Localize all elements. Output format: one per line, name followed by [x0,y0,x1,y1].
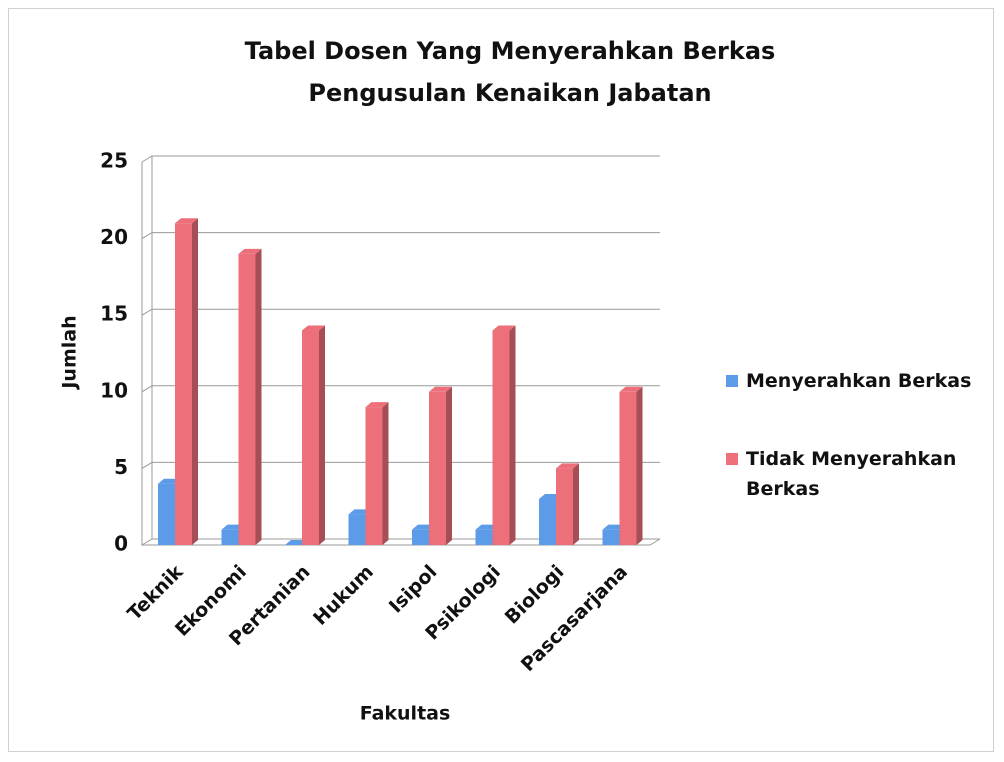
legend-swatch [726,453,738,465]
bar-front [539,499,556,545]
grid-line [141,155,660,163]
bar-top [238,248,262,254]
bar-side [192,218,198,545]
legend-entry: Tidak Menyerahkan Berkas [726,444,978,504]
x-tick-label: Teknik [123,561,187,625]
bar-front [602,529,620,545]
bar-side [509,325,516,545]
bar-front [475,529,493,545]
y-tick-label: 0 [114,532,128,556]
bar-top [619,386,643,392]
bar [429,386,452,545]
x-axis-title: Fakultas [360,703,451,725]
legend-swatch [726,375,738,387]
bar-side [319,325,325,545]
y-tick-label: 10 [100,378,128,402]
bar-front [302,330,319,545]
grid-line [141,308,660,316]
bar-top [365,402,389,408]
bar-front [556,468,573,545]
bar [238,248,262,546]
y-tick-label: 5 [114,455,128,479]
bar [492,325,516,545]
x-tick-label: Pascasarjana [517,561,632,676]
bar-front [221,529,239,545]
bar [175,218,198,545]
grid-line [141,461,660,469]
bar-front [238,253,256,546]
bar [302,325,325,545]
y-axis-title: Jumlah [59,315,81,390]
bar-top [302,325,325,331]
chart-frame [8,8,994,752]
bar [556,463,579,545]
x-tick-label: Hukum [309,561,378,630]
bar-top [556,463,579,469]
bar-front [429,391,446,545]
back-wall [151,156,660,540]
bar-top [429,386,452,392]
bar-front [492,330,510,545]
bar [619,386,643,545]
bar-front [158,483,175,545]
bar [365,402,389,545]
grid-line [141,232,660,240]
x-tick-label: Isipol [385,561,442,618]
bar-front [348,514,366,545]
bar-top [492,325,516,331]
bar-side [255,248,262,546]
grid-line [141,385,660,393]
legend-label: Menyerahkan Berkas [746,370,972,392]
bar-side [382,402,389,545]
y-tick-label: 20 [100,225,128,249]
bar-side [446,386,452,545]
legend-label: Tidak Menyerahkan Berkas [746,448,957,500]
bar-front [365,407,383,545]
y-tick-label: 25 [100,149,128,173]
bar-front [175,223,192,545]
bar-top [175,218,198,224]
bar-side [573,463,579,545]
y-tick-label: 15 [100,302,128,326]
side-wall [141,162,661,546]
grid-line [141,538,660,546]
chart-title: Tabel Dosen Yang Menyerahkan Berkas Peng… [244,37,776,107]
bar-front [619,391,637,545]
bar-front [412,529,429,545]
bar-side [636,386,643,545]
legend-entry: Menyerahkan Berkas [726,366,978,396]
